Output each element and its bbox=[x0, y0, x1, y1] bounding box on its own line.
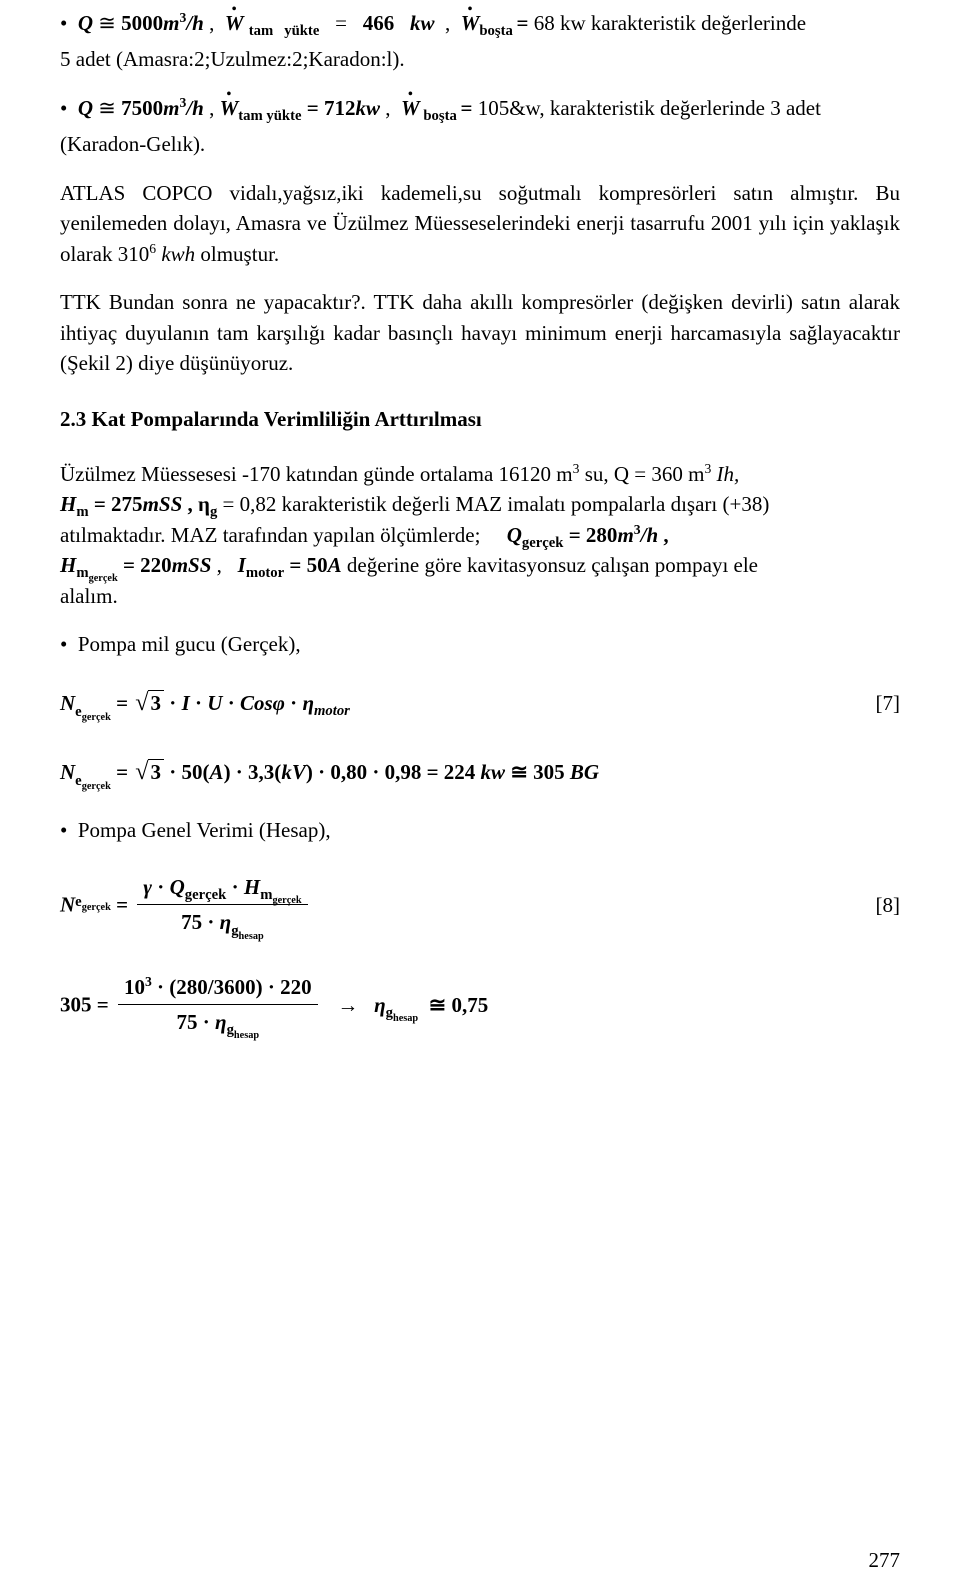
para3-b-sup: 3 bbox=[704, 461, 711, 476]
section-title-2-3: 2.3 Kat Pompalarında Verimliliğin Arttır… bbox=[60, 404, 900, 434]
para3-c: Ih, bbox=[717, 462, 740, 486]
bullet-2-trail: 105&w, karakteristik değerlerinde 3 adet bbox=[478, 96, 821, 120]
bullet-1-trail: 68 kw karakteristik değerlerinde bbox=[534, 11, 806, 35]
bullet-2: • Q ≅ 7500m3/h , Wtam yükte = 712kw , W … bbox=[60, 93, 900, 123]
equation-7-calc: Negerçek = 3 · 50(A) · 3,3(kV) · 0,80 · … bbox=[60, 754, 900, 789]
bullet-pompa-genel: • Pompa Genel Verimi (Hesap), bbox=[60, 815, 900, 845]
paragraph-ttk: TTK Bundan sonra ne yapacaktır?. TTK dah… bbox=[60, 287, 900, 378]
para3-b: su, Q = 360 m bbox=[585, 462, 705, 486]
para3-line4-text: değerine göre kavitasyonsuz çalışan pomp… bbox=[347, 553, 758, 577]
bullet-1: • Q ≅ 5000m3/h , W tam yükte = 466 kw , … bbox=[60, 8, 900, 38]
para3-a: Üzülmez Müessesesi -170 katından günde o… bbox=[60, 462, 573, 486]
bullet-3-text: Pompa mil gucu (Gerçek), bbox=[78, 632, 301, 656]
para1-sup: 6 bbox=[149, 241, 156, 256]
bullet-pompa-mil: • Pompa mil gucu (Gerçek), bbox=[60, 629, 900, 659]
after-bullet-1: 5 adet (Amasra:2;Uzulmez:2;Karadon:l). bbox=[60, 44, 900, 74]
page: • Q ≅ 5000m3/h , W tam yükte = 466 kw , … bbox=[0, 0, 960, 1595]
para3-line2-text: = 0,82 karakteristik değerli MAZ imalatı… bbox=[223, 492, 770, 516]
eq8-number: [8] bbox=[876, 890, 901, 920]
para3-a-sup: 3 bbox=[573, 461, 580, 476]
equation-8: Negerçek = γ · Qgerçek · Hmgerçek 75 · η… bbox=[60, 872, 900, 938]
para1-tail: olmuştur. bbox=[200, 242, 279, 266]
para3-line3-a: atılmaktadır. MAZ tarafından yapılan ölç… bbox=[60, 523, 480, 547]
page-number: 277 bbox=[869, 1545, 901, 1575]
equation-7: Negerçek = 3 · I · U · Cosφ · ηmotor [7] bbox=[60, 685, 900, 720]
bullet-4-text: Pompa Genel Verimi (Hesap), bbox=[78, 818, 331, 842]
paragraph-atlas: ATLAS COPCO vidalı,yağsız,iki kademeli,s… bbox=[60, 178, 900, 269]
paragraph-uzulmez: Üzülmez Müessesesi -170 katından günde o… bbox=[60, 459, 900, 611]
after-bullet-2: (Karadon-Gelık). bbox=[60, 129, 900, 159]
eq7-number: [7] bbox=[876, 688, 901, 718]
para3-line5: alalım. bbox=[60, 584, 118, 608]
equation-8-calc: 305 = 103 · (280/3600) · 220 75 · ηghesa… bbox=[60, 972, 900, 1038]
